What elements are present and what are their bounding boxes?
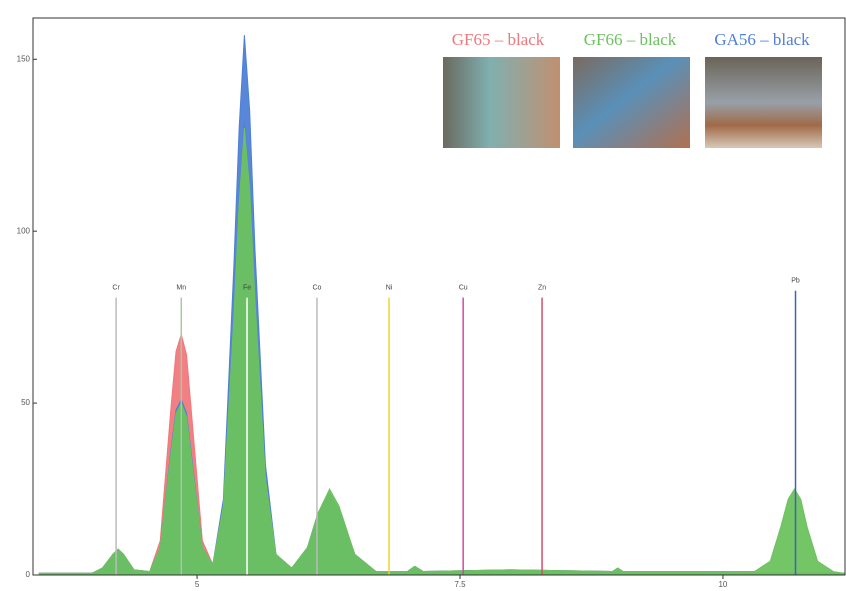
element-label: Zn — [538, 285, 546, 292]
sample-photo — [705, 57, 822, 148]
element-label: Ni — [386, 285, 393, 292]
element-label: Cr — [112, 285, 120, 292]
sample-photo — [573, 57, 690, 148]
legend-label: GF66 – black — [584, 30, 677, 49]
legend-label: GF65 – black — [452, 30, 545, 49]
legend-label: GA56 – black — [714, 30, 810, 49]
element-label: Fe — [243, 285, 251, 292]
element-label: Mn — [176, 285, 186, 292]
sample-photo — [443, 57, 560, 148]
y-tick-label: 0 — [26, 570, 31, 579]
element-label: Cu — [459, 285, 468, 292]
y-tick-label: 100 — [17, 226, 31, 235]
spectrum-area — [38, 121, 845, 576]
y-tick-label: 50 — [21, 398, 30, 407]
x-tick-label: 5 — [195, 580, 200, 589]
plot-frame — [32, 17, 846, 576]
element-label: Co — [312, 285, 321, 292]
x-tick-label: 10 — [718, 580, 727, 589]
y-tick-label: 150 — [17, 54, 31, 63]
x-tick-label: 7.5 — [454, 580, 466, 589]
element-label: Pb — [791, 278, 800, 285]
spectrum-area — [38, 127, 845, 576]
